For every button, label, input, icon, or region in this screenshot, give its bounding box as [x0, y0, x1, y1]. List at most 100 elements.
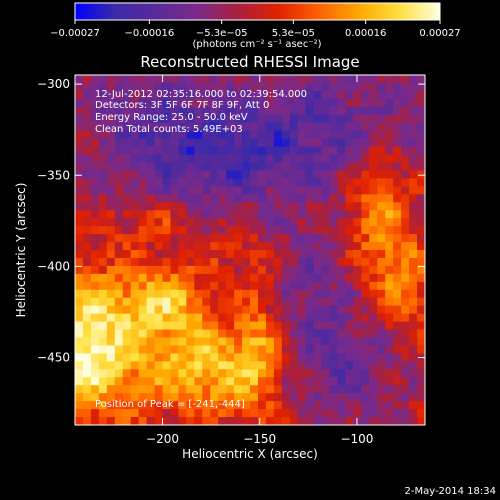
heatmap-cell	[234, 409, 243, 418]
heatmap-cell	[146, 361, 155, 370]
heatmap-cell	[82, 186, 92, 195]
heatmap-cell	[218, 250, 227, 259]
heatmap-cell	[130, 409, 140, 418]
heatmap-cell	[82, 178, 92, 187]
heatmap-cell	[106, 385, 116, 394]
heatmap-cell	[106, 345, 116, 354]
heatmap-cell	[178, 162, 187, 171]
heatmap-cell	[242, 377, 251, 386]
heatmap-cell	[369, 289, 378, 299]
heatmap-cell	[226, 90, 235, 100]
footer-date: 2-May-2014 18:34	[404, 486, 496, 497]
colorbar: −0.00027 −0.00016 −5.3e−05 5.3e−05 0.00016 0.…	[50, 2, 461, 50]
heatmap-cell	[329, 250, 338, 259]
heatmap-cell	[250, 114, 259, 124]
heatmap-cell	[162, 353, 171, 362]
heatmap-cell	[313, 369, 322, 378]
heatmap-cell	[297, 329, 307, 338]
heatmap-cell	[122, 218, 132, 227]
heatmap-cell	[273, 353, 283, 362]
heatmap-cell	[273, 385, 283, 394]
heatmap-cell	[337, 393, 346, 402]
heatmap-cell	[138, 329, 147, 338]
heatmap-cell	[170, 114, 179, 124]
heatmap-cell	[234, 234, 243, 243]
heatmap-cell	[194, 345, 203, 354]
heatmap-cell	[361, 75, 370, 84]
heatmap-cell	[186, 106, 195, 116]
heatmap-cell	[130, 138, 140, 147]
heatmap-cell	[345, 369, 354, 378]
heatmap-cell	[409, 345, 418, 354]
heatmap-cell	[210, 162, 219, 171]
heatmap-cell	[337, 329, 346, 338]
heatmap-cell	[281, 361, 291, 370]
heatmap-cell	[202, 114, 211, 124]
heatmap-cell	[106, 297, 116, 307]
heatmap-cell	[353, 226, 362, 235]
heatmap-cell	[234, 90, 243, 100]
heatmap-cell	[170, 337, 179, 346]
heatmap-cell	[202, 90, 211, 100]
heatmap-cell	[75, 234, 84, 243]
heatmap-cell	[289, 345, 299, 354]
heatmap-cell	[82, 234, 92, 243]
heatmap-cell	[122, 75, 132, 84]
heatmap-cell	[401, 313, 410, 322]
heatmap-cell	[170, 194, 179, 203]
heatmap-cell	[273, 186, 283, 195]
heatmap-cell	[353, 393, 362, 402]
heatmap-cell	[106, 202, 116, 211]
heatmap-cell	[138, 385, 147, 394]
heatmap-cell	[82, 257, 92, 267]
heatmap-cell	[401, 130, 410, 140]
heatmap-cell	[162, 90, 171, 100]
heatmap-cell	[329, 353, 338, 362]
heatmap-cell	[162, 106, 171, 116]
heatmap-cell	[210, 242, 219, 251]
heatmap-cell	[257, 250, 267, 259]
heatmap-cell	[234, 329, 243, 338]
heatmap-cell	[114, 401, 124, 410]
heatmap-cell	[122, 393, 132, 402]
heatmap-cell	[178, 146, 187, 155]
heatmap-cell	[186, 218, 195, 227]
heatmap-cell	[369, 297, 378, 307]
heatmap-cell	[234, 401, 243, 410]
heatmap-cell	[106, 226, 116, 235]
heatmap-cell	[170, 297, 179, 307]
heatmap-cell	[273, 210, 283, 219]
heatmap-cell	[138, 401, 147, 410]
heatmap-cell	[130, 401, 140, 410]
heatmap-cell	[345, 297, 354, 307]
heatmap-cell	[377, 186, 386, 195]
heatmap-cell	[385, 226, 394, 235]
heatmap-cell	[417, 345, 425, 354]
heatmap-cell	[90, 82, 100, 92]
heatmap-cell	[353, 250, 362, 259]
heatmap-cell	[90, 273, 100, 283]
heatmap-cell	[329, 297, 338, 307]
heatmap-cell	[409, 305, 418, 315]
heatmap-cell	[250, 297, 259, 307]
heatmap-cell	[178, 106, 187, 116]
heatmap-cell	[146, 409, 155, 418]
heatmap-cell	[273, 75, 283, 84]
heatmap-cell	[162, 297, 171, 307]
heatmap-cell	[202, 138, 211, 147]
y-tick-label: −450	[37, 351, 70, 365]
heatmap-cell	[257, 401, 267, 410]
heatmap-cell	[321, 353, 330, 362]
heatmap-cell	[154, 385, 163, 394]
heatmap-cell	[385, 257, 394, 267]
heatmap-cell	[194, 106, 203, 116]
heatmap-cell	[178, 242, 187, 251]
heatmap-cell	[281, 377, 291, 386]
heatmap-cell	[138, 337, 147, 346]
heatmap-cell	[218, 82, 227, 92]
heatmap-cell	[409, 289, 418, 299]
heatmap-cell	[162, 130, 171, 140]
heatmap-cell	[242, 162, 251, 171]
heatmap-cell	[98, 234, 108, 243]
heatmap-cell	[218, 210, 227, 219]
